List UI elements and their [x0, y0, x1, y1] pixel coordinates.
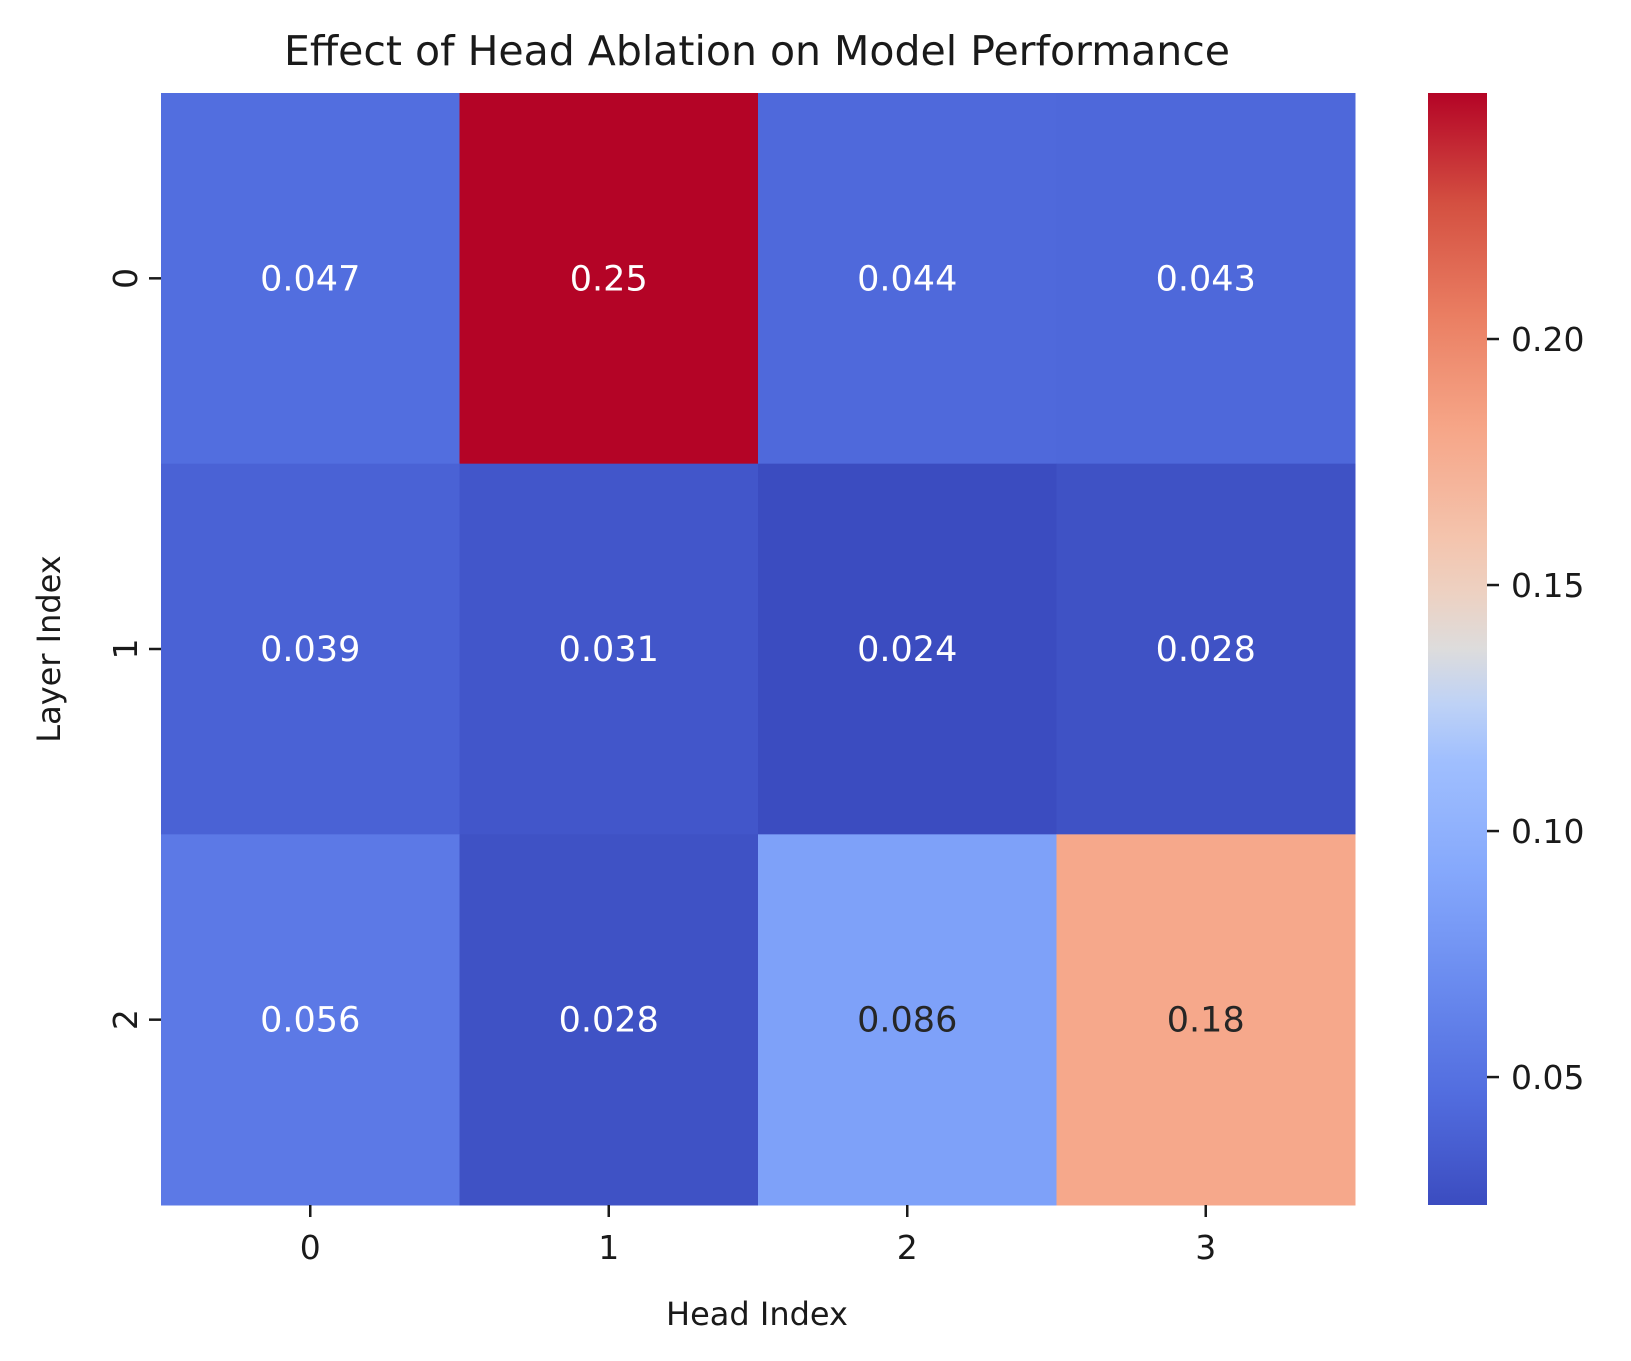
heatmap-cell: [758, 834, 1057, 1206]
x-tick-label: 2: [897, 1228, 918, 1267]
y-tick-label: 2: [106, 1009, 145, 1030]
cell-annotation: 0.024: [857, 630, 957, 670]
y-tick-label: 0: [106, 268, 145, 289]
chart-title: Effect of Head Ablation on Model Perform…: [284, 27, 1230, 75]
heatmap-cell: [161, 93, 460, 465]
heatmap-cells: 0.047 0.25 0.044 0.043 0.039 0.031 0.024 0.028 0…: [161, 93, 1356, 1206]
cell-annotation: 0.039: [260, 630, 360, 670]
colorbar-tick-label: 0.05: [1511, 1058, 1584, 1097]
cell-annotation: 0.056: [260, 1001, 360, 1041]
cell-annotation: 0.044: [857, 259, 957, 299]
cell-annotation: 0.18: [1167, 1001, 1245, 1041]
cell-annotation: 0.028: [1156, 630, 1256, 670]
colorbar: 0.05 0.10 0.15 0.20: [1428, 93, 1584, 1205]
x-tick-label: 0: [300, 1228, 321, 1267]
cell-annotation: 0.047: [260, 259, 360, 299]
heatmap-cell: [459, 834, 759, 1206]
colorbar-tick-label: 0.15: [1511, 566, 1584, 605]
heatmap-cell: [161, 463, 460, 835]
colorbar-tick-label: 0.10: [1511, 812, 1584, 851]
cell-annotation: 0.043: [1156, 259, 1256, 299]
cell-annotation: 0.25: [570, 259, 648, 299]
heatmap-cell: [1056, 93, 1356, 465]
heatmap-cell: [161, 834, 460, 1206]
cell-annotation: 0.031: [559, 630, 659, 670]
heatmap-cell: [459, 463, 759, 835]
x-tick-label: 3: [1195, 1228, 1216, 1267]
heatmap-cell: [1056, 834, 1356, 1206]
x-axis: 0 1 2 3: [300, 1205, 1216, 1267]
x-axis-label: Head Index: [666, 1295, 848, 1333]
colorbar-tick-label: 0.20: [1511, 320, 1584, 359]
heatmap-cell: [758, 463, 1057, 835]
y-axis-label: Layer Index: [30, 555, 68, 742]
x-tick-label: 1: [598, 1228, 619, 1267]
cell-annotation: 0.086: [857, 1001, 957, 1041]
y-tick-label: 1: [106, 639, 145, 660]
heatmap-cell: [1056, 463, 1356, 835]
heatmap-cell: [459, 93, 759, 465]
y-axis: 0 1 2: [106, 268, 161, 1030]
colorbar-gradient: [1428, 93, 1487, 1205]
cell-annotation: 0.028: [559, 1001, 659, 1041]
heatmap-cell: [758, 93, 1057, 465]
